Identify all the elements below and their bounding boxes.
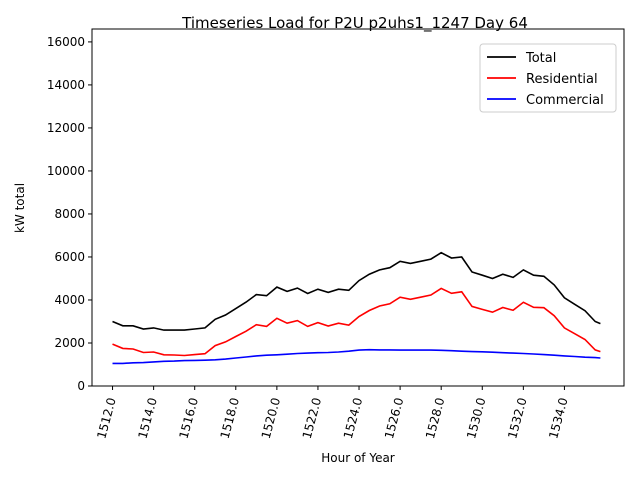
- series-line-total: [112, 251, 601, 331]
- y-tick-label: 12000: [47, 121, 85, 135]
- series-line-commercial: [112, 348, 601, 365]
- x-tick-label: 1530.0: [464, 396, 488, 440]
- x-tick-label: 1528.0: [423, 396, 447, 440]
- x-tick-label: 1512.0: [94, 396, 118, 440]
- y-axis-label: kW total: [13, 183, 27, 233]
- x-tick-label: 1534.0: [546, 396, 570, 440]
- y-tick-label: 6000: [54, 250, 85, 264]
- x-axis-label: Hour of Year: [321, 451, 395, 465]
- plot-frame: [91, 28, 625, 387]
- x-tick-label: 1520.0: [259, 396, 283, 440]
- legend: Total Residential Commercial: [479, 43, 617, 113]
- y-tick-label: 8000: [54, 207, 85, 221]
- legend-box: [479, 43, 617, 113]
- x-tick-label: 1524.0: [341, 396, 365, 440]
- y-tick-label: 14000: [47, 78, 85, 92]
- y-tick-label: 2000: [54, 336, 85, 350]
- x-tick-label: 1514.0: [135, 396, 159, 440]
- y-tick-label: 16000: [47, 35, 85, 49]
- y-tick-label: 4000: [54, 293, 85, 307]
- y-tick-label: 10000: [47, 164, 85, 178]
- x-tick-label: 1522.0: [300, 396, 324, 440]
- x-tick-label: 1516.0: [177, 396, 201, 440]
- legend-label: Residential: [526, 72, 598, 87]
- x-tick-label: 1532.0: [505, 396, 529, 440]
- x-tick-label: 1526.0: [382, 396, 406, 440]
- legend-label: Commercial: [526, 93, 604, 108]
- x-tick-label: 1518.0: [218, 396, 242, 440]
- series-line-residential: [112, 287, 601, 357]
- y-tick-label: 0: [77, 379, 85, 393]
- legend-label: Total: [525, 51, 556, 66]
- chart-title: Timeseries Load for P2U p2uhs1_1247 Day …: [181, 14, 528, 33]
